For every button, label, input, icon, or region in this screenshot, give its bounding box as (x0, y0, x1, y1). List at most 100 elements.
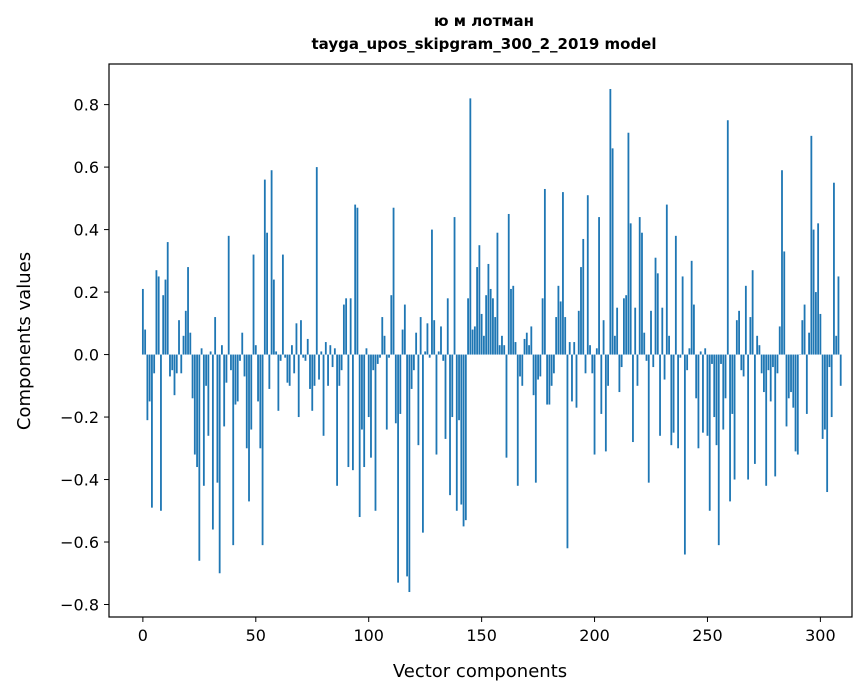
bar-59 (275, 351, 278, 355)
bar-152 (485, 295, 488, 355)
bar-4 (151, 354, 153, 508)
bar-231 (663, 354, 666, 380)
bar-139 (455, 354, 458, 511)
y-tick-label: −0.6 (60, 533, 99, 552)
bar-256 (720, 354, 722, 364)
bar-265 (740, 354, 743, 371)
bar-89 (342, 304, 345, 355)
bar-34 (218, 354, 221, 574)
bar-161 (505, 354, 508, 458)
bar-30 (209, 351, 212, 355)
bar-97 (361, 354, 363, 430)
bar-147 (473, 326, 476, 355)
chart-subtitle: tayga_upos_skipgram_300_2_2019 model (312, 35, 657, 53)
bar-295 (808, 332, 810, 355)
x-tick-label: 200 (579, 626, 610, 645)
bar-306 (833, 182, 835, 355)
bar-171 (528, 345, 530, 355)
bar-23 (193, 354, 196, 455)
bar-213 (623, 298, 625, 355)
bar-13 (171, 354, 174, 371)
bar-116 (403, 304, 406, 355)
bar-299 (817, 223, 820, 355)
bar-258 (724, 354, 727, 399)
bar-15 (175, 354, 178, 374)
bar-248 (702, 354, 704, 433)
y-tick-label: −0.2 (60, 408, 99, 427)
bar-61 (279, 354, 282, 361)
bar-298 (814, 292, 817, 355)
bar-3 (148, 354, 151, 402)
bar-7 (157, 276, 160, 355)
x-tick-label: 250 (692, 626, 723, 645)
bar-157 (496, 232, 499, 355)
y-tick-label: −0.8 (60, 596, 99, 615)
bar-228 (656, 273, 659, 355)
bar-101 (370, 354, 372, 458)
bar-37 (225, 354, 228, 383)
bar-257 (722, 354, 725, 430)
x-tick-label: 100 (353, 626, 384, 645)
bar-156 (494, 317, 497, 355)
bar-199 (591, 354, 594, 374)
bar-110 (390, 295, 393, 355)
bar-14 (173, 354, 176, 396)
bar-308 (837, 276, 840, 355)
bar-266 (742, 354, 745, 377)
bar-211 (618, 354, 621, 393)
bar-222 (643, 332, 646, 355)
bar-112 (394, 354, 397, 424)
bar-134 (444, 354, 447, 439)
bar-121 (415, 332, 418, 355)
bar-309 (839, 354, 842, 386)
bar-66 (291, 345, 293, 355)
bar-249 (704, 348, 707, 355)
bar-170 (525, 332, 528, 355)
bar-294 (805, 354, 808, 414)
bar-196 (584, 354, 587, 374)
bar-274 (760, 354, 763, 374)
bar-159 (501, 335, 503, 355)
bar-12 (169, 354, 171, 377)
bar-297 (812, 229, 815, 355)
bar-136 (449, 354, 451, 496)
bar-51 (257, 354, 259, 402)
bar-261 (731, 354, 734, 414)
x-tick-label: 50 (246, 626, 266, 645)
bar-96 (358, 354, 361, 518)
bar-64 (286, 354, 289, 383)
bar-271 (753, 354, 756, 464)
bar-76 (313, 354, 316, 386)
bar-90 (345, 298, 348, 355)
bar-240 (683, 354, 686, 555)
bar-282 (778, 326, 781, 355)
bar-166 (516, 354, 519, 486)
bar-113 (397, 354, 399, 583)
bar-48 (250, 354, 253, 430)
bar-250 (706, 354, 709, 436)
bar-288 (792, 354, 795, 408)
bar-41 (234, 354, 237, 405)
bar-77 (315, 167, 318, 355)
bar-264 (738, 310, 740, 355)
bar-81 (324, 342, 327, 355)
bar-212 (620, 354, 623, 368)
bar-53 (261, 354, 264, 546)
bar-80 (322, 354, 325, 436)
bar-247 (699, 351, 702, 355)
y-tick-label: 0.8 (74, 96, 99, 115)
bar-221 (641, 232, 643, 355)
y-tick-label: −0.4 (60, 471, 99, 490)
bar-91 (347, 354, 350, 468)
bar-232 (665, 204, 668, 355)
bar-57 (270, 170, 273, 355)
bar-102 (372, 354, 375, 371)
bar-29 (207, 354, 210, 436)
bar-119 (410, 354, 413, 389)
bar-281 (776, 354, 779, 374)
bar-229 (659, 354, 661, 436)
bar-233 (668, 335, 670, 355)
bar-150 (480, 313, 483, 355)
bar-126 (426, 323, 429, 355)
bar-275 (763, 354, 765, 393)
